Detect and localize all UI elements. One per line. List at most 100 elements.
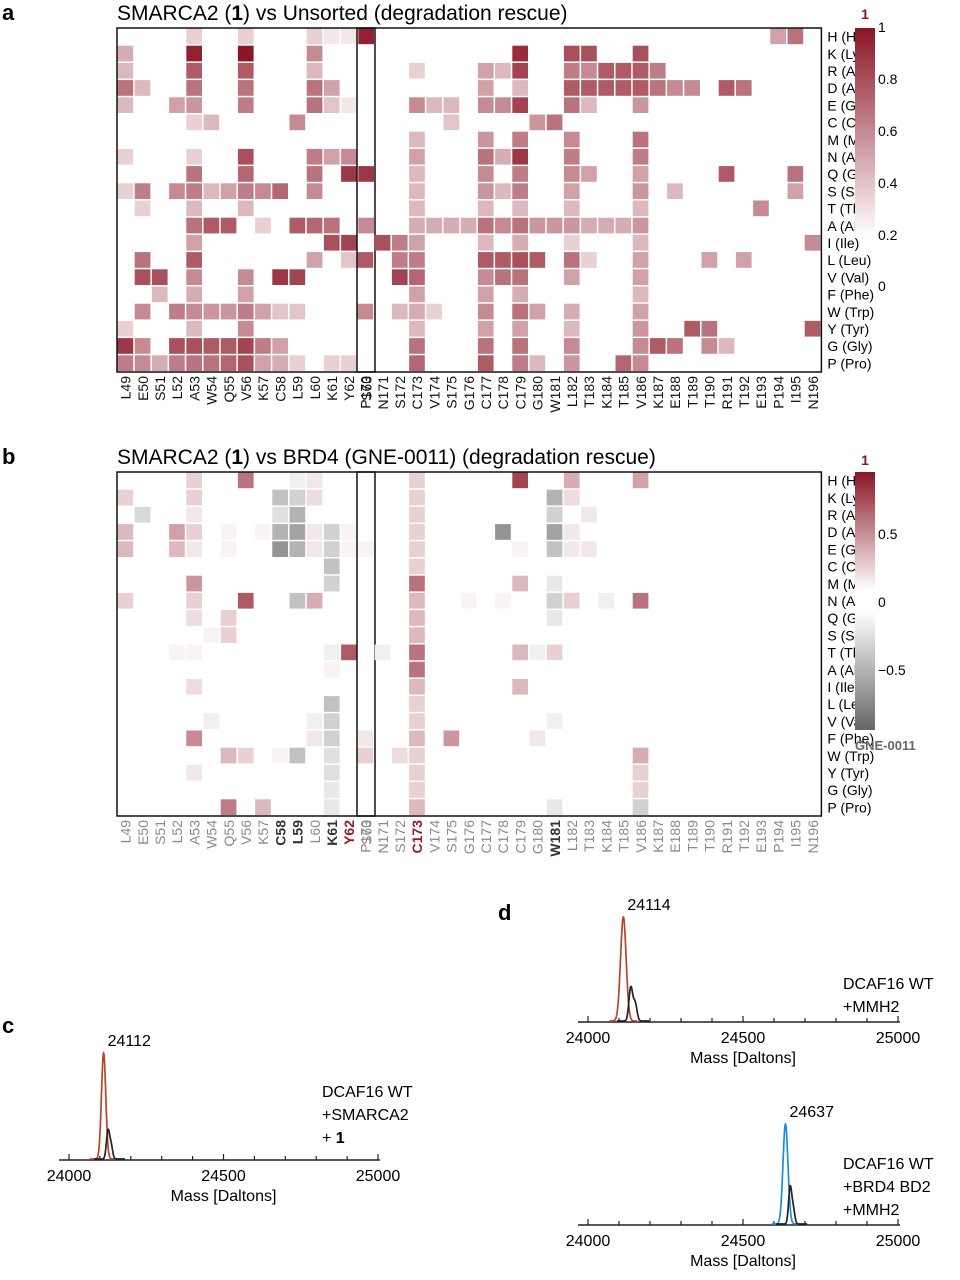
heatmap-cell — [512, 269, 528, 285]
heatmap-cell — [186, 678, 202, 695]
heatmap-cell — [272, 269, 288, 285]
heatmap-cell — [237, 355, 254, 371]
heatmap-cell — [255, 355, 271, 371]
heatmap-cell — [546, 524, 563, 540]
heatmap-cell — [323, 747, 340, 764]
colorbar-top-label: 1 — [861, 452, 869, 468]
column-label: L60 — [307, 820, 323, 844]
x-axis-label: Mass [Daltons] — [171, 1188, 277, 1205]
heatmap-cell — [186, 217, 202, 234]
heatmap-cell — [323, 713, 340, 729]
heatmap-cell — [718, 80, 735, 96]
heatmap-cell — [512, 678, 528, 695]
heatmap-cell — [186, 303, 202, 320]
heatmap-cell — [546, 799, 563, 815]
heatmap-cell — [203, 713, 220, 729]
row-label: V (Val) — [827, 269, 869, 285]
column-label: V186 — [633, 376, 649, 409]
heatmap-cell — [477, 269, 494, 285]
heatmap-cell — [667, 80, 683, 96]
colorbar-tick-label: 0.2 — [878, 227, 898, 243]
heatmap-cell — [391, 252, 408, 268]
heatmap-cell — [220, 183, 237, 199]
title-part: SMARCA2 ( — [117, 446, 231, 469]
heatmap-cell — [186, 644, 202, 661]
heatmap-cell — [117, 355, 134, 371]
heatmap-cell — [409, 558, 425, 575]
heatmap-cell — [563, 320, 580, 337]
heatmap-cell — [632, 269, 649, 285]
heatmap-frame — [356, 27, 823, 373]
heatmap-cell — [289, 269, 306, 285]
heatmap-cell — [186, 730, 202, 747]
heatmap-cell — [357, 747, 374, 764]
heatmap-cell — [563, 97, 580, 113]
heatmap-cell — [787, 166, 804, 182]
heatmap-cell — [460, 217, 477, 234]
column-label: T185 — [616, 820, 632, 852]
heatmap-cell — [186, 166, 202, 182]
heatmap-cell — [323, 524, 340, 540]
column-label: P170 — [358, 820, 374, 853]
column-label: K61 — [324, 376, 340, 401]
heatmap-cell — [615, 217, 632, 234]
heatmap-cell — [341, 234, 357, 251]
heatmap-cell — [632, 592, 649, 609]
heatmap-cell — [477, 131, 494, 148]
heatmap-cell — [409, 269, 425, 285]
colorbar-bottom-label: GNE-0011 — [855, 738, 916, 753]
heatmap-cell — [357, 730, 374, 747]
heatmap-frame — [356, 471, 823, 817]
condition-label: DCAF16 WT — [322, 1084, 413, 1101]
heatmap-cell — [512, 80, 528, 96]
heatmap-cell — [632, 355, 649, 371]
heatmap-cell — [409, 541, 425, 557]
heatmap-cell — [169, 644, 185, 661]
heatmap-cell — [220, 627, 237, 643]
column-label: T183 — [581, 376, 597, 408]
title-part: ) vs BRD4 (GNE-0011) (degradation rescue… — [243, 446, 656, 469]
heatmap-cell — [632, 97, 649, 113]
heatmap-cell — [374, 234, 391, 251]
heatmap-cell — [409, 200, 425, 217]
heatmap-cell — [186, 28, 202, 45]
heatmap-cell — [220, 355, 237, 371]
heatmap-cell — [237, 472, 254, 489]
heatmap-cell — [272, 524, 288, 540]
heatmap-cell — [117, 62, 134, 79]
heatmap-cell — [186, 97, 202, 113]
column-label: Y62 — [341, 820, 357, 845]
heatmap-cell — [598, 62, 614, 79]
heatmap-cell — [512, 338, 528, 354]
heatmap-cell — [306, 217, 323, 234]
heatmap-cell — [735, 80, 752, 96]
heatmap-cell — [323, 799, 340, 815]
column-label: V174 — [426, 820, 442, 853]
condition-part: + — [322, 1130, 336, 1147]
heatmap-cell — [477, 148, 494, 165]
heatmap-cell — [684, 80, 700, 96]
heatmap-cell — [186, 489, 202, 506]
heatmap-cell — [563, 355, 580, 371]
heatmap-cell — [632, 234, 649, 251]
heatmap-cell — [341, 355, 357, 371]
heatmap-cell — [186, 286, 202, 303]
column-label: T190 — [702, 820, 718, 852]
heatmap-cell — [134, 183, 151, 199]
heatmap-cell — [598, 592, 614, 609]
heatmap-cell — [632, 166, 649, 182]
column-label: V174 — [426, 376, 442, 409]
heatmap-cell — [341, 148, 357, 165]
column-label: E50 — [135, 376, 151, 401]
column-label: V56 — [238, 376, 254, 401]
column-label: T192 — [736, 820, 752, 852]
heatmap-cell — [306, 62, 323, 79]
heatmap-cell — [289, 114, 306, 131]
column-label: S172 — [392, 376, 408, 409]
heatmap-cell — [203, 627, 220, 643]
heatmap-cell — [237, 80, 254, 96]
heatmap-cell — [306, 713, 323, 729]
heatmap-cell — [323, 355, 340, 371]
heatmap-cell — [409, 148, 425, 165]
